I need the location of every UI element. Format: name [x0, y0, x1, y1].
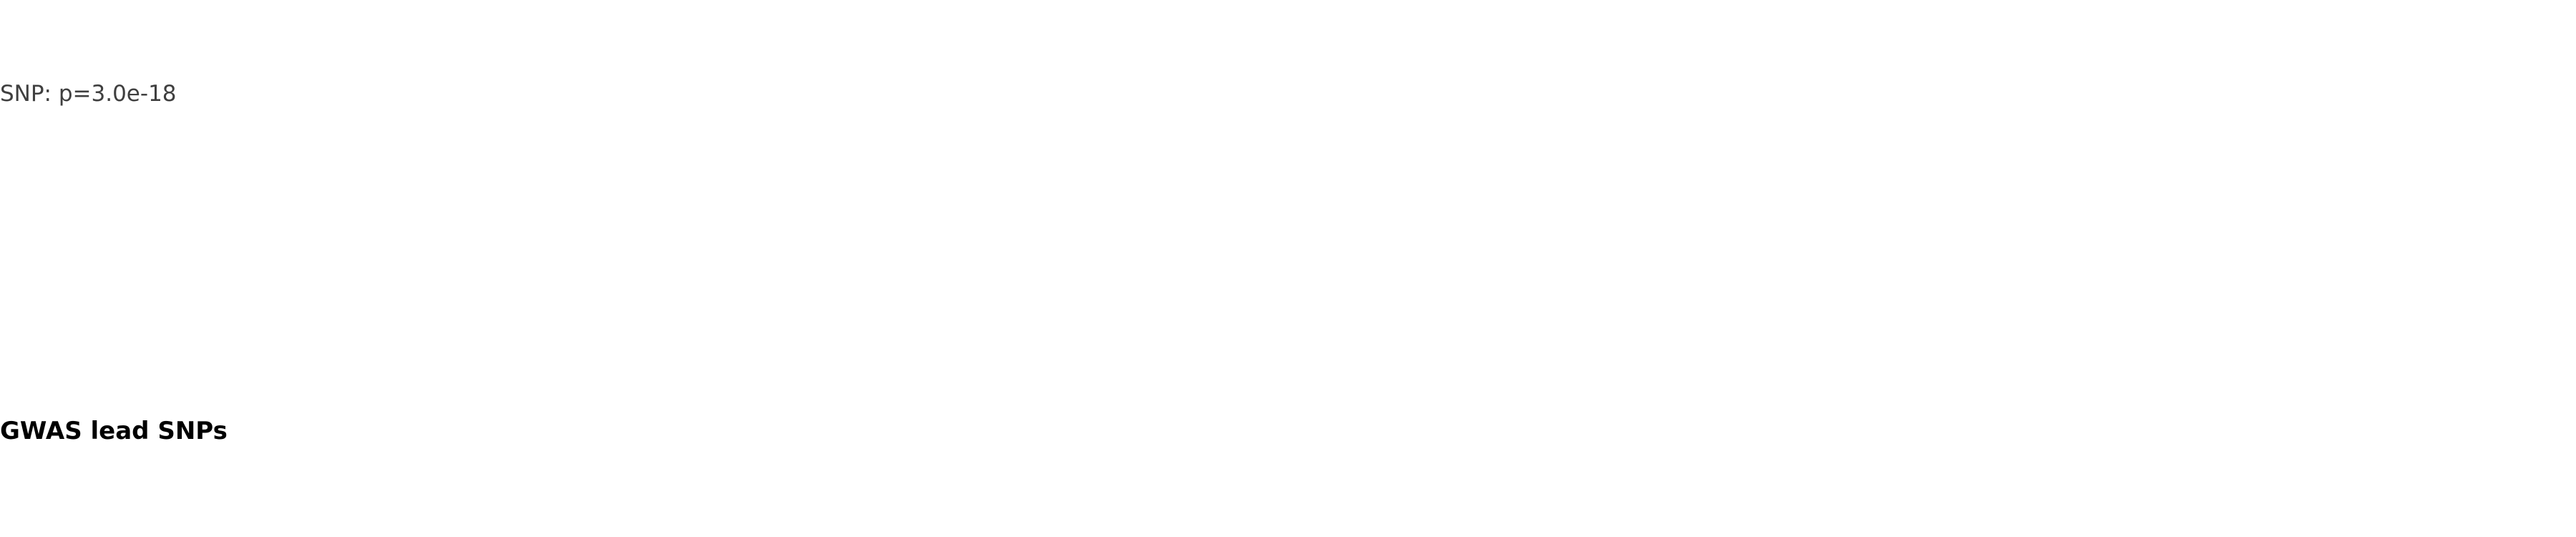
- gwas-lead-snps-label: GWAS lead SNPs: [0, 417, 228, 445]
- snp-pvalue-label: SNP: p=3.0e-18: [0, 81, 177, 107]
- gwas-connector-graphic: [0, 417, 2576, 537]
- interaction-arcs-canvas[interactable]: [0, 0, 2576, 81]
- annotation-area: GWAS lead SNPs: [0, 417, 2576, 537]
- signal-track-area[interactable]: SNP: p=3.0e-18: [0, 81, 2576, 417]
